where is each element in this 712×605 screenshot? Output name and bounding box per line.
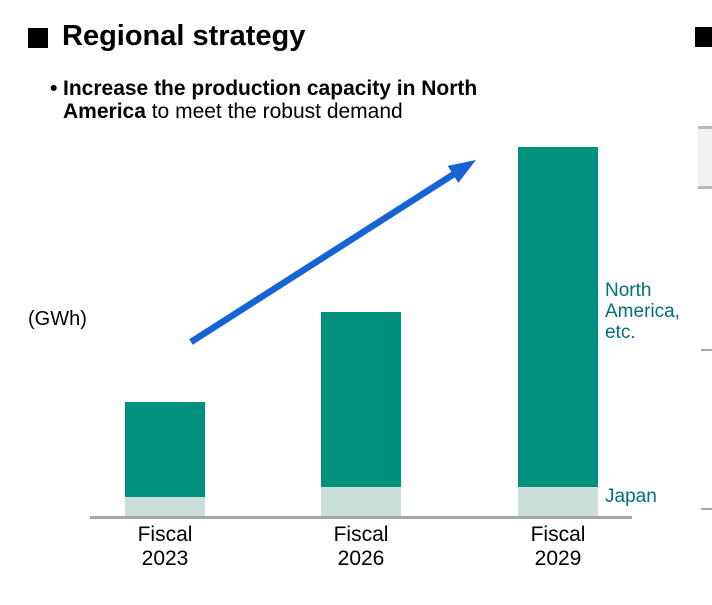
bar-fiscal-2023 — [125, 402, 205, 517]
category-label-fiscal-2029: Fiscal 2029 — [530, 523, 586, 570]
bullet-text-bold: Increase the production capacity in Nort… — [63, 77, 478, 123]
bullet-text: Increase the production capacity in Nort… — [63, 77, 552, 123]
series-label-north-america: North America, etc. — [605, 280, 680, 343]
bullet-text-rest: to meet the robust demand — [145, 100, 403, 123]
bar-segment-japan — [321, 487, 401, 517]
bar-segment-north-america — [518, 147, 598, 487]
bar-segment-japan — [518, 487, 598, 517]
bullet-point: • Increase the production capacity in No… — [50, 77, 552, 123]
adjacent-panel-fragment — [698, 126, 712, 189]
adjacent-tick-icon — [701, 349, 712, 351]
growth-arrow-icon — [189, 160, 476, 345]
adjacent-tick-icon — [701, 508, 712, 510]
series-label-japan: Japan — [605, 486, 657, 507]
category-label-fiscal-2023: Fiscal 2023 — [137, 523, 193, 570]
bar-segment-north-america — [125, 402, 205, 497]
bar-fiscal-2026 — [321, 312, 401, 517]
value-axis-unit-label: (GWh) — [28, 308, 87, 330]
category-label-fiscal-2026: Fiscal 2026 — [333, 523, 389, 570]
bar-segment-japan — [125, 497, 205, 517]
bar-fiscal-2029 — [518, 147, 598, 517]
section-marker-icon — [28, 28, 48, 48]
page-title: Regional strategy — [62, 20, 306, 52]
next-section-marker-icon — [695, 27, 712, 47]
bullet-icon: • — [50, 77, 58, 100]
x-axis-line — [90, 516, 632, 519]
bar-segment-north-america — [321, 312, 401, 487]
